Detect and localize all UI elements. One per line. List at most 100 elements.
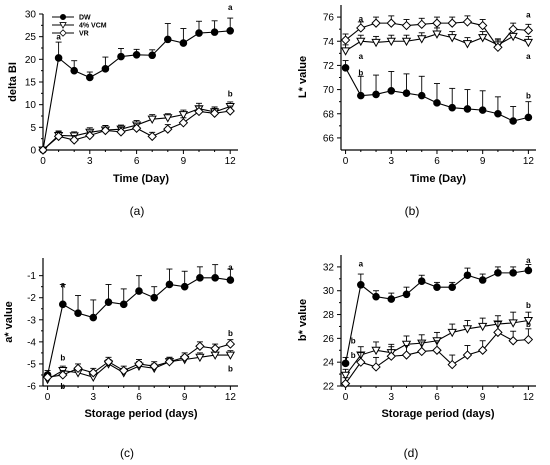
data-point <box>42 372 53 382</box>
data-point <box>341 64 350 72</box>
data-point <box>463 271 472 280</box>
data-point <box>448 283 457 291</box>
data-point <box>340 47 351 56</box>
legend-label: VR <box>79 31 89 38</box>
data-point <box>401 37 412 47</box>
data-point <box>59 300 67 309</box>
x-tick-label: 6 <box>434 156 440 167</box>
y-tick-label: 25 <box>25 32 37 43</box>
data-point <box>178 118 189 128</box>
data-point <box>417 19 427 30</box>
data-point <box>69 135 79 145</box>
data-point <box>371 346 381 356</box>
significance-letter: a <box>56 33 61 42</box>
data-point <box>103 357 114 367</box>
x-tick-label: 6 <box>136 392 142 403</box>
data-point <box>402 89 411 98</box>
data-point <box>53 131 64 142</box>
data-point <box>508 32 518 42</box>
significance-letter: b <box>526 92 531 101</box>
data-point <box>478 322 488 332</box>
data-point <box>402 290 411 299</box>
data-point <box>195 353 205 363</box>
data-point <box>523 316 534 326</box>
series-dw <box>39 17 234 154</box>
x-tick-label: 0 <box>343 156 349 167</box>
x-tick-label: 3 <box>388 156 394 167</box>
y-axis-label: b* value <box>297 299 309 341</box>
data-point <box>417 346 427 357</box>
data-point <box>211 274 219 282</box>
panel-label: (c) <box>120 446 134 460</box>
data-point <box>477 345 488 355</box>
data-point <box>462 17 473 27</box>
y-tick-label: 24 <box>323 358 335 369</box>
data-point <box>74 309 82 317</box>
y-tick-label: 74 <box>323 37 335 48</box>
x-tick-label: 12 <box>225 392 237 403</box>
data-point <box>210 343 220 354</box>
x-tick-label: 9 <box>181 156 187 167</box>
data-point <box>180 282 189 291</box>
data-point <box>340 371 351 381</box>
series-4-vcm <box>340 27 534 56</box>
y-tick-label: 68 <box>323 109 335 120</box>
y-tick-label: -6 <box>27 382 36 393</box>
data-point <box>509 269 517 277</box>
data-point <box>478 276 487 284</box>
x-tick-label: 3 <box>388 392 394 403</box>
y-axis-label: a* value <box>3 301 15 343</box>
panel-label: (a) <box>130 204 145 218</box>
y-tick-label: -2 <box>27 293 36 304</box>
data-point <box>132 51 141 59</box>
x-tick-label: 9 <box>182 392 188 403</box>
data-point <box>195 341 205 351</box>
data-point <box>164 357 175 367</box>
data-point <box>463 105 472 113</box>
data-point <box>225 106 235 116</box>
data-point <box>194 106 204 117</box>
data-point <box>116 127 126 137</box>
data-point <box>462 40 473 49</box>
data-point <box>226 26 234 35</box>
data-point <box>493 42 503 52</box>
y-tick-label: -4 <box>27 337 36 348</box>
significance-letter: b <box>228 364 233 373</box>
significance-letter: a <box>359 14 364 23</box>
data-point <box>387 86 396 95</box>
data-point <box>85 130 95 141</box>
data-point <box>478 34 488 43</box>
y-tick-label: 5 <box>30 123 36 134</box>
data-point <box>433 99 441 107</box>
data-point <box>417 35 427 44</box>
significance-letter: b <box>228 89 233 98</box>
data-point <box>117 52 125 61</box>
data-point <box>210 28 219 36</box>
y-tick-label: 66 <box>323 133 335 144</box>
y-tick-label: 30 <box>323 286 335 297</box>
data-point <box>164 35 172 44</box>
significance-letter: b <box>351 337 356 346</box>
data-point <box>371 18 381 28</box>
data-point <box>179 39 188 47</box>
data-point <box>225 351 236 360</box>
x-axis-label: Time (Day) <box>113 173 169 185</box>
data-point <box>462 350 473 360</box>
data-point <box>357 280 365 289</box>
y-tick-label: 32 <box>323 262 335 273</box>
data-point <box>340 35 351 45</box>
data-point <box>372 292 380 301</box>
significance-letter: a <box>526 11 531 20</box>
data-point <box>433 283 441 291</box>
significance-letter: b <box>228 329 233 338</box>
x-axis-label: Time (Day) <box>410 173 466 185</box>
data-point <box>101 65 110 73</box>
significance-letter: a <box>526 52 531 61</box>
data-point <box>147 131 157 142</box>
data-point <box>508 24 518 34</box>
y-tick-label: 26 <box>323 334 335 345</box>
x-tick-label: 12 <box>225 156 237 167</box>
